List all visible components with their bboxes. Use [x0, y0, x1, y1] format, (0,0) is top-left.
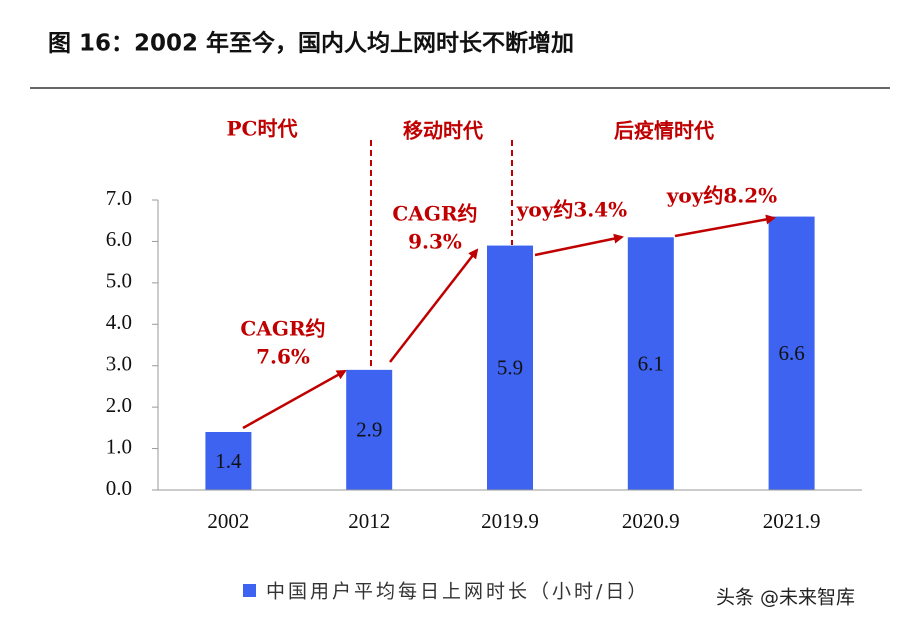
x-tick-label: 2012 [348, 509, 390, 533]
annotation: yoy约3.4% [516, 198, 627, 222]
chart-title: 图 16：2002 年至今，国内人均上网时长不断增加 [48, 30, 574, 57]
value-label: 6.1 [638, 351, 664, 375]
x-tick-label: 2019.9 [481, 509, 539, 533]
trend-arrow [534, 233, 624, 257]
bar [627, 237, 674, 490]
x-tick-label: 2002 [207, 509, 249, 533]
x-tick-label: 2021.9 [763, 509, 821, 533]
trend-arrow [389, 248, 479, 363]
trend-arrow [674, 214, 776, 238]
value-label: 6.6 [778, 341, 804, 365]
y-tick-label: 2.0 [106, 393, 132, 417]
bar [768, 216, 815, 491]
watermark: 头条 @未来智库 [716, 587, 855, 609]
annotation: CAGR约 [392, 202, 477, 226]
y-tick-label: 4.0 [106, 310, 132, 334]
y-tick-label: 1.0 [106, 434, 132, 458]
era-label: PC时代 [227, 117, 298, 141]
value-label: 5.9 [497, 356, 523, 380]
bar [205, 432, 252, 490]
annotation: yoy约8.2% [666, 184, 777, 208]
y-tick-label: 0.0 [106, 476, 132, 500]
legend-swatch [243, 584, 256, 597]
value-label: 2.9 [356, 418, 382, 442]
value-label: 1.4 [215, 449, 242, 473]
x-tick-label: 2020.9 [622, 509, 680, 533]
bar [346, 369, 393, 490]
era-label: 移动时代 [403, 119, 483, 143]
annotation: 9.3% [408, 230, 462, 254]
y-tick-label: 3.0 [106, 352, 132, 376]
annotation: 7.6% [256, 345, 310, 369]
legend-label: 中国用户平均每日上网时长（小时/日） [266, 581, 649, 603]
annotation: CAGR约 [240, 317, 325, 341]
trend-arrow [242, 369, 347, 430]
era-label: 后疫情时代 [614, 119, 714, 143]
y-tick-label: 6.0 [106, 227, 132, 251]
bar [487, 245, 533, 490]
y-tick-label: 5.0 [106, 269, 132, 293]
y-tick-label: 7.0 [106, 186, 132, 210]
